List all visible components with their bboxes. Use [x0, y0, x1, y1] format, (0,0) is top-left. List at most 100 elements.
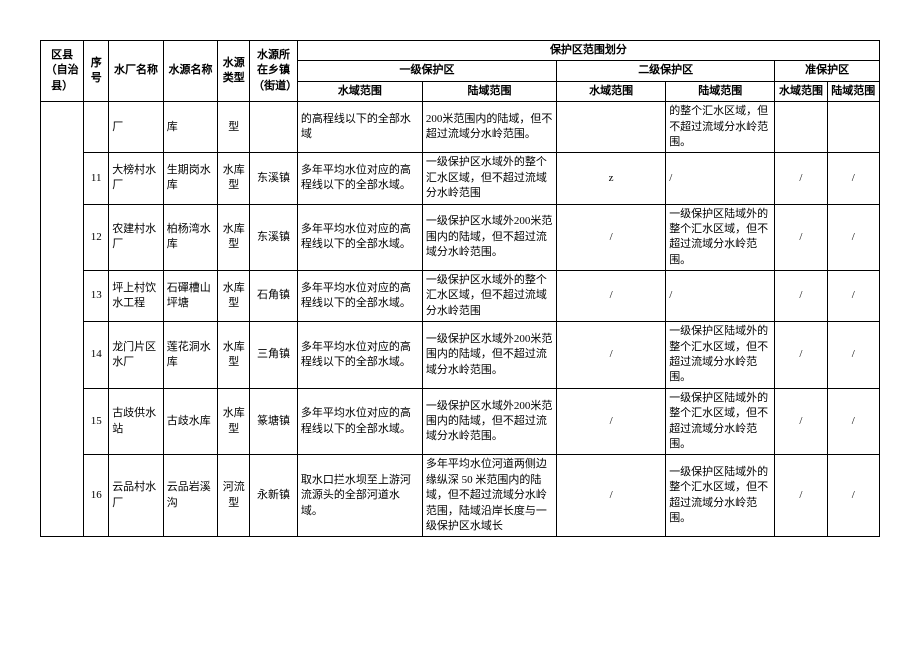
cell-source: 莲花洞水库	[163, 322, 218, 389]
cell-q-land: /	[827, 271, 879, 322]
cell-q-water: /	[775, 455, 827, 537]
cell-seq: 15	[84, 388, 109, 455]
cell-l1-land: 一级保护区水域外200米范围内的陆域，但不超过流域分水岭范围。	[422, 204, 556, 271]
cell-l2-water: /	[557, 455, 666, 537]
cell-type: 水库型	[218, 322, 250, 389]
cell-town: 石角镇	[250, 271, 298, 322]
cell-l2-land: 一级保护区陆域外的整个汇水区域，但不超过流域分水岭范围。	[666, 455, 775, 537]
table-row: 15古歧供水站古歧水库水库型篆塘镇多年平均水位对应的高程线以下的全部水域。一级保…	[41, 388, 880, 455]
cell-l1-water: 的高程线以下的全部水域	[297, 102, 422, 153]
cell-l2-water: /	[557, 271, 666, 322]
cell-l2-land: 的整个汇水区域，但不超过流域分水岭范围。	[666, 102, 775, 153]
header-l2-land: 陆域范围	[666, 81, 775, 101]
cell-q-land: /	[827, 204, 879, 271]
cell-l1-water: 多年平均水位对应的高程线以下的全部水域。	[297, 153, 422, 204]
header-l2-water: 水域范围	[557, 81, 666, 101]
cell-type: 水库型	[218, 271, 250, 322]
cell-type: 河流型	[218, 455, 250, 537]
cell-q-water	[775, 102, 827, 153]
cell-l1-water: 多年平均水位对应的高程线以下的全部水域。	[297, 271, 422, 322]
cell-town: 永新镇	[250, 455, 298, 537]
cell-town: 东溪镇	[250, 204, 298, 271]
cell-plant: 龙门片区水厂	[109, 322, 164, 389]
header-plant: 水厂名称	[109, 41, 164, 102]
cell-type: 水库型	[218, 153, 250, 204]
cell-source: 云品岩溪沟	[163, 455, 218, 537]
cell-seq: 13	[84, 271, 109, 322]
cell-l1-water: 取水口拦水坝至上游河流源头的全部河道水域。	[297, 455, 422, 537]
cell-l1-land: 一级保护区水域外200米范围内的陆域，但不超过流域分水岭范围。	[422, 388, 556, 455]
cell-q-water: /	[775, 388, 827, 455]
cell-plant: 古歧供水站	[109, 388, 164, 455]
cell-source: 柏杨湾水库	[163, 204, 218, 271]
table-row: 13坪上村饮水工程石磾槽山坪塘水库型石角镇多年平均水位对应的高程线以下的全部水域…	[41, 271, 880, 322]
cell-l2-land: 一级保护区陆域外的整个汇水区域，但不超过流域分水岭范围。	[666, 322, 775, 389]
header-q-water: 水域范围	[775, 81, 827, 101]
cell-l1-water: 多年平均水位对应的高程线以下的全部水域。	[297, 322, 422, 389]
cell-plant: 厂	[109, 102, 164, 153]
header-seq: 序号	[84, 41, 109, 102]
cell-type: 水库型	[218, 388, 250, 455]
header-l1-water: 水域范围	[297, 81, 422, 101]
cell-l1-land: 一级保护区水域外的整个汇水区域，但不超过流域分水岭范围	[422, 271, 556, 322]
cell-q-land	[827, 102, 879, 153]
header-l1-land: 陆域范围	[422, 81, 556, 101]
cell-town: 篆塘镇	[250, 388, 298, 455]
cell-type: 型	[218, 102, 250, 153]
cell-source: 生期岗水库	[163, 153, 218, 204]
cell-q-water: /	[775, 153, 827, 204]
cell-q-land: /	[827, 455, 879, 537]
cell-q-water: /	[775, 271, 827, 322]
cell-seq: 11	[84, 153, 109, 204]
header-level2: 二级保护区	[557, 61, 775, 81]
cell-plant: 农建村水厂	[109, 204, 164, 271]
protection-zone-table: 区县（自治县） 序号 水厂名称 水源名称 水源类型 水源所在乡镇（街道） 保护区…	[40, 40, 880, 537]
cell-q-water: /	[775, 322, 827, 389]
cell-town: 三角镇	[250, 322, 298, 389]
cell-seq	[84, 102, 109, 153]
cell-source: 石磾槽山坪塘	[163, 271, 218, 322]
table-row: 12农建村水厂柏杨湾水库水库型东溪镇多年平均水位对应的高程线以下的全部水域。一级…	[41, 204, 880, 271]
header-protection-title: 保护区范围划分	[297, 41, 879, 61]
cell-q-water: /	[775, 204, 827, 271]
cell-l1-water: 多年平均水位对应的高程线以下的全部水域。	[297, 388, 422, 455]
header-level1: 一级保护区	[297, 61, 556, 81]
header-county: 区县（自治县）	[41, 41, 84, 102]
cell-l2-land: 一级保护区陆域外的整个汇水区域，但不超过流域分水岭范围。	[666, 204, 775, 271]
cell-plant: 云品村水厂	[109, 455, 164, 537]
cell-l2-water	[557, 102, 666, 153]
cell-l2-land: /	[666, 271, 775, 322]
header-source: 水源名称	[163, 41, 218, 102]
cell-town: 东溪镇	[250, 153, 298, 204]
cell-l1-land: 一级保护区水域外200米范围内的陆域，但不超过流域分水岭范围。	[422, 322, 556, 389]
cell-county	[41, 102, 84, 537]
cell-l2-water: /	[557, 388, 666, 455]
cell-q-land: /	[827, 388, 879, 455]
table-header: 区县（自治县） 序号 水厂名称 水源名称 水源类型 水源所在乡镇（街道） 保护区…	[41, 41, 880, 102]
cell-l2-water: /	[557, 204, 666, 271]
cell-seq: 16	[84, 455, 109, 537]
cell-seq: 12	[84, 204, 109, 271]
table-row: 11大榜村水厂生期岗水库水库型东溪镇多年平均水位对应的高程线以下的全部水域。一级…	[41, 153, 880, 204]
cell-seq: 14	[84, 322, 109, 389]
cell-l1-land: 多年平均水位河道两侧边缘纵深 50 米范围内的陆域，但不超过流域分水岭范围，陆域…	[422, 455, 556, 537]
cell-town	[250, 102, 298, 153]
cell-l1-water: 多年平均水位对应的高程线以下的全部水域。	[297, 204, 422, 271]
cell-q-land: /	[827, 153, 879, 204]
cell-l2-land: 一级保护区陆域外的整个汇水区域，但不超过流域分水岭范围。	[666, 388, 775, 455]
cell-l1-land: 一级保护区水域外的整个汇水区域，但不超过流域分水岭范围	[422, 153, 556, 204]
cell-type: 水库型	[218, 204, 250, 271]
cell-l2-land: /	[666, 153, 775, 204]
header-quasi: 准保护区	[775, 61, 880, 81]
cell-l1-land: 200米范围内的陆域，但不超过流域分水岭范围。	[422, 102, 556, 153]
table-row: 14龙门片区水厂莲花洞水库水库型三角镇多年平均水位对应的高程线以下的全部水域。一…	[41, 322, 880, 389]
table-body: 厂库型的高程线以下的全部水域200米范围内的陆域，但不超过流域分水岭范围。 的整个…	[41, 102, 880, 537]
cell-source: 古歧水库	[163, 388, 218, 455]
header-town: 水源所在乡镇（街道）	[250, 41, 298, 102]
cell-l2-water: /	[557, 322, 666, 389]
cell-l2-water: z	[557, 153, 666, 204]
cell-plant: 坪上村饮水工程	[109, 271, 164, 322]
header-q-land: 陆域范围	[827, 81, 879, 101]
cell-source: 库	[163, 102, 218, 153]
table-row: 厂库型的高程线以下的全部水域200米范围内的陆域，但不超过流域分水岭范围。 的整个…	[41, 102, 880, 153]
